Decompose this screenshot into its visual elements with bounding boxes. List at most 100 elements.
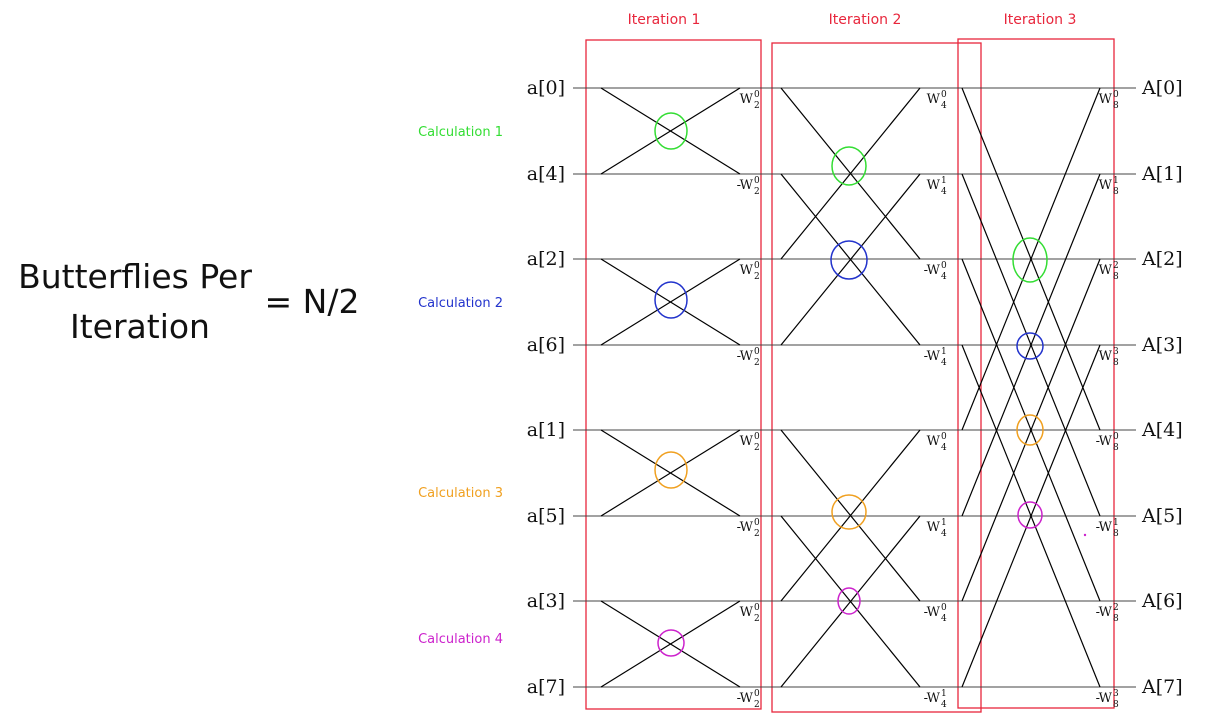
twiddle-factor: -W 14	[924, 347, 947, 368]
iteration-labels: Iteration 1 Iteration 2 Iteration 3	[628, 12, 1077, 28]
stage3-butterfly-line	[961, 258, 1101, 602]
output-label: A[6]	[1141, 590, 1183, 612]
butterfly-marker	[831, 146, 867, 186]
twiddle-base: W	[1099, 691, 1113, 706]
twiddle-sign: -	[1096, 434, 1100, 449]
twiddle-superscript: 0	[754, 347, 760, 357]
twiddle-sign: -	[1096, 520, 1100, 535]
twiddle-subscript: 2	[754, 700, 760, 710]
twiddle-superscript: 1	[1113, 518, 1119, 528]
input-label: a[4]	[527, 163, 565, 185]
calculation-label: Calculation 4	[418, 632, 503, 647]
twiddle-factor: -W 02	[737, 347, 760, 368]
calculation-labels: Calculation 1 Calculation 2 Calculation 3 C…	[418, 125, 503, 647]
twiddle-factor: W 14	[927, 518, 947, 539]
signal-lines	[573, 87, 1136, 688]
twiddle-factor: -W 14	[924, 689, 947, 710]
iteration-label: Iteration 2	[829, 12, 902, 28]
twiddle-superscript: 0	[754, 261, 760, 271]
stage2-butterfly-line	[780, 429, 921, 602]
iteration-label: Iteration 3	[1004, 12, 1077, 28]
twiddle-base: W	[927, 263, 941, 278]
twiddle-factors: W 02-W 02W 02-W 02W 02-W 02W 02-W 02W 04W 14-W 04-W…	[737, 90, 1119, 710]
twiddle-factor: W 04	[927, 432, 947, 453]
twiddle-superscript: 1	[1113, 176, 1119, 186]
iteration-box	[771, 42, 982, 713]
butterfly-marker	[1016, 332, 1044, 360]
twiddle-base: W	[927, 605, 941, 620]
twiddle-factor: -W 18	[1096, 518, 1119, 539]
twiddle-superscript: 0	[941, 432, 947, 442]
twiddle-sign: -	[924, 349, 928, 364]
stage2-butterfly-line	[780, 173, 921, 346]
twiddle-base: W	[740, 691, 754, 706]
twiddle-base: W	[1099, 605, 1113, 620]
twiddle-superscript: 0	[754, 176, 760, 186]
twiddle-sign: -	[924, 605, 928, 620]
twiddle-factor: -W 08	[1096, 432, 1119, 453]
title-line-1: Butterflies Per	[18, 257, 252, 296]
twiddle-subscript: 8	[1113, 529, 1119, 539]
iteration-boxes	[585, 38, 1115, 713]
twiddle-superscript: 1	[941, 518, 947, 528]
twiddle-factor: W 28	[1099, 261, 1119, 282]
input-labels: a[0] a[4] a[2] a[6] a[1] a[5] a[3] a[7]	[527, 77, 565, 698]
twiddle-subscript: 4	[941, 700, 947, 710]
twiddle-subscript: 8	[1113, 187, 1119, 197]
twiddle-superscript: 0	[1113, 432, 1119, 442]
calculation-label: Calculation 3	[418, 486, 503, 501]
twiddle-subscript: 8	[1113, 358, 1119, 368]
twiddle-base: W	[740, 434, 754, 449]
twiddle-base: W	[740, 92, 754, 107]
twiddle-base: W	[740, 349, 754, 364]
butterfly-marker	[830, 240, 868, 280]
twiddle-subscript: 8	[1113, 443, 1119, 453]
twiddle-superscript: 0	[754, 90, 760, 100]
stage1-butterfly-line	[600, 258, 741, 346]
twiddle-superscript: 2	[1113, 603, 1119, 613]
twiddle-sign: -	[737, 520, 741, 535]
twiddle-factor: W 02	[740, 432, 760, 453]
input-label: a[1]	[527, 419, 565, 441]
twiddle-base: W	[927, 178, 941, 193]
butterfly-marker	[831, 494, 867, 530]
twiddle-superscript: 0	[1113, 90, 1119, 100]
stage2-butterfly-line	[780, 515, 921, 688]
output-label: A[0]	[1141, 77, 1183, 99]
output-label: A[4]	[1141, 419, 1183, 441]
twiddle-base: W	[927, 92, 941, 107]
iteration-box	[585, 39, 762, 710]
twiddle-base: W	[740, 263, 754, 278]
twiddle-base: W	[1099, 520, 1113, 535]
output-label: A[2]	[1141, 248, 1183, 270]
twiddle-factor: W 02	[740, 90, 760, 111]
twiddle-base: W	[1099, 263, 1113, 278]
twiddle-subscript: 4	[941, 101, 947, 111]
butterfly-marker	[1016, 414, 1044, 446]
twiddle-superscript: 1	[941, 347, 947, 357]
iteration-label: Iteration 1	[628, 12, 701, 28]
twiddle-subscript: 4	[941, 529, 947, 539]
twiddle-factor: -W 28	[1096, 603, 1119, 624]
twiddle-subscript: 2	[754, 614, 760, 624]
twiddle-superscript: 0	[754, 432, 760, 442]
twiddle-factor: -W 38	[1096, 689, 1119, 710]
twiddle-factor: W 02	[740, 603, 760, 624]
twiddle-subscript: 2	[754, 187, 760, 197]
twiddle-subscript: 2	[754, 101, 760, 111]
twiddle-sign: -	[924, 691, 928, 706]
input-label: a[5]	[527, 505, 565, 527]
twiddle-base: W	[1099, 349, 1113, 364]
twiddle-subscript: 4	[941, 614, 947, 624]
twiddle-base: W	[927, 349, 941, 364]
stage3-butterfly-line	[961, 87, 1101, 431]
twiddle-subscript: 8	[1113, 272, 1119, 282]
twiddle-base: W	[1099, 434, 1113, 449]
twiddle-sign: -	[1096, 691, 1100, 706]
twiddle-base: W	[927, 520, 941, 535]
twiddle-factor: W 18	[1099, 176, 1119, 197]
twiddle-subscript: 8	[1113, 101, 1119, 111]
title-line-2: Iteration	[70, 307, 210, 346]
twiddle-sign: -	[737, 178, 741, 193]
